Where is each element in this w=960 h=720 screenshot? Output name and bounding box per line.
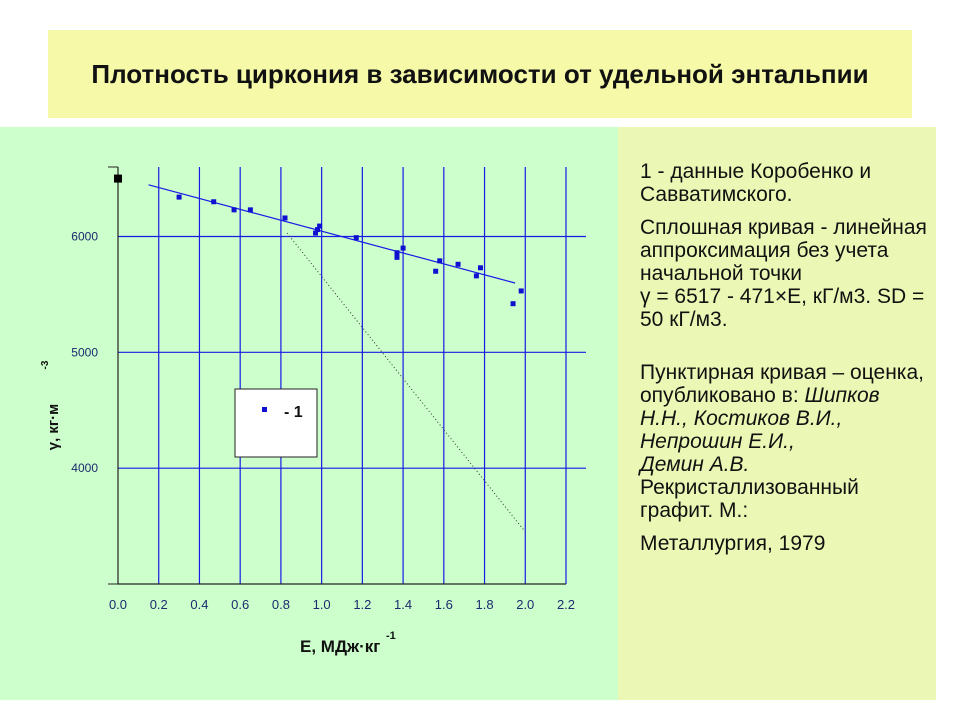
x-axis-label: E, МДж·кг xyxy=(300,637,380,656)
chart-axes xyxy=(108,166,566,585)
legend-label: - 1 xyxy=(284,404,303,421)
x-tick-label: 0.8 xyxy=(272,597,290,612)
data-point xyxy=(176,194,182,200)
chart-lines xyxy=(148,184,526,533)
author-3: Непрошин Е.И., xyxy=(640,430,795,453)
data-point xyxy=(455,261,461,267)
data-point xyxy=(394,250,400,256)
data-point xyxy=(433,268,439,274)
x-tick-label: 1.0 xyxy=(313,597,331,612)
author-4: Демин А.В. xyxy=(640,453,750,476)
x-tick-label: 1.6 xyxy=(435,597,453,612)
legend-marker xyxy=(262,407,267,412)
y-tick-label: 5000 xyxy=(71,345,98,359)
note-fit-text: Сплошная кривая - линейная аппроксимация… xyxy=(640,216,927,285)
x-tick-label: 0.4 xyxy=(190,597,208,612)
note-publisher: Металлургия, 1979 xyxy=(640,532,826,555)
note-fit-formula: γ = 6517 - 471×E, кГ/м3. SD = 50 кГ/м3. xyxy=(640,285,925,331)
chart-legend: - 1 xyxy=(234,388,318,458)
x-tick-label: 2.0 xyxy=(516,597,534,612)
page-title: Плотность циркония в зависимости от удел… xyxy=(91,58,869,89)
x-axis-label-sup: -1 xyxy=(386,630,396,642)
chart-points xyxy=(114,174,524,307)
data-point xyxy=(282,215,288,221)
x-tick-label: 2.2 xyxy=(557,597,575,612)
note-book-title: Рекристаллизованный графит. М.: xyxy=(640,476,859,522)
data-point xyxy=(313,230,319,236)
x-tick-label: 0.6 xyxy=(231,597,249,612)
notes-panel xyxy=(618,127,936,700)
density-chart: 0.0 0.2 0.4 0.6 0.8 1.0 1.2 1.4 1.6 1.8 2.0 2.2 4000… xyxy=(40,166,586,656)
author-2: Костиков В.И., xyxy=(693,407,843,430)
data-point xyxy=(353,235,359,241)
y-axis-label-sup: -3 xyxy=(40,360,51,369)
data-point xyxy=(437,258,443,264)
data-point xyxy=(518,288,524,294)
x-tick-label: 0.2 xyxy=(150,597,168,612)
data-point xyxy=(317,223,323,229)
legend-box xyxy=(234,388,318,458)
x-tick-label: 1.4 xyxy=(394,597,412,612)
data-point xyxy=(231,207,237,213)
chart-tick-labels: 0.0 0.2 0.4 0.6 0.8 1.0 1.2 1.4 1.6 1.8 2.0 2.2 4000… xyxy=(71,230,575,613)
dotted-estimate-line xyxy=(286,232,526,533)
data-point xyxy=(394,254,400,260)
x-tick-label: 1.2 xyxy=(353,597,371,612)
note-dotted-text: Пунктирная кривая – оценка, опубликовано… xyxy=(640,361,924,407)
data-point xyxy=(510,301,516,307)
data-point xyxy=(400,245,406,251)
y-tick-label: 4000 xyxy=(71,461,98,475)
y-axis-label: γ, кг·м xyxy=(45,404,62,451)
fit-line xyxy=(148,184,516,284)
data-point xyxy=(477,265,483,271)
y-tick-label: 6000 xyxy=(71,230,98,244)
chart-axis-labels: E, МДж·кг -1 γ, кг·м -3 xyxy=(40,360,396,656)
initial-point xyxy=(114,174,122,183)
title-box: Плотность циркония в зависимости от удел… xyxy=(48,30,912,118)
notes-text: 1 - данные Коробенко и Савватимского. Сп… xyxy=(640,160,930,565)
note-dotted-description: Пунктирная кривая – оценка, опубликовано… xyxy=(640,361,930,522)
data-point xyxy=(473,273,479,279)
note-source: 1 - данные Коробенко и Савватимского. xyxy=(640,160,872,206)
x-tick-label: 1.8 xyxy=(476,597,494,612)
data-point xyxy=(315,227,321,233)
chart-grid xyxy=(118,167,586,584)
data-point xyxy=(247,207,253,213)
x-tick-label: 0.0 xyxy=(109,597,127,612)
author-1: Шипков Н.Н., xyxy=(640,384,880,430)
note-fit-description: Сплошная кривая - линейная аппроксимация… xyxy=(640,216,930,331)
data-point xyxy=(211,199,217,205)
